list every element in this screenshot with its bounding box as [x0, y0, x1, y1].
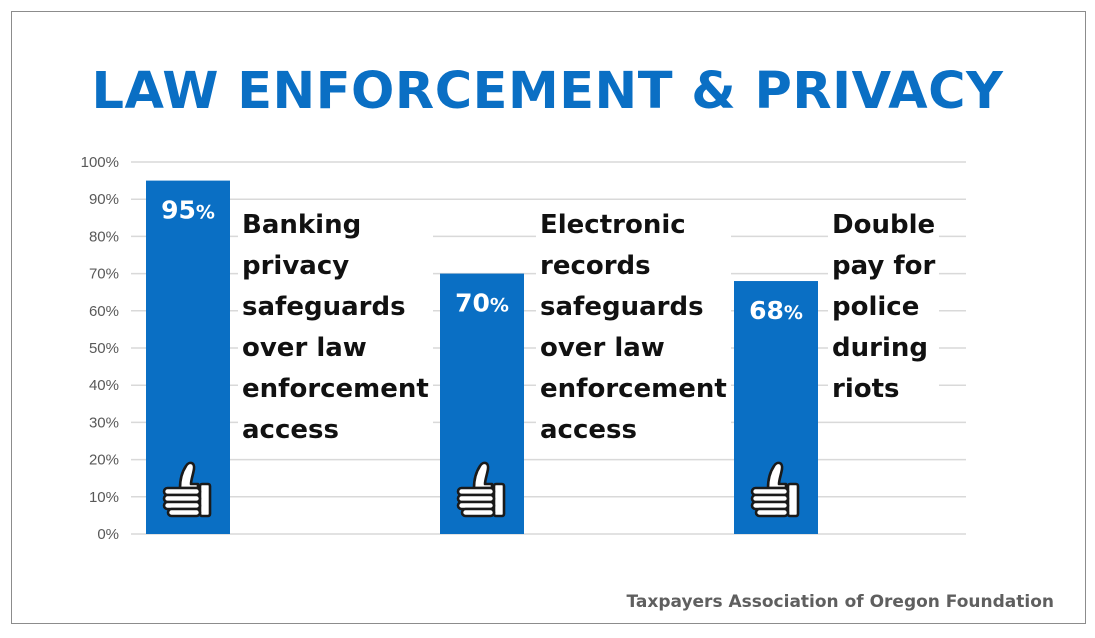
y-tick-label: 70%	[89, 266, 119, 283]
category-label-line: safeguards	[242, 292, 406, 322]
category-label-line: Banking	[242, 210, 362, 240]
category-label-line: Electronic	[540, 210, 686, 240]
y-axis-ticks: 0% 10% 20% 30% 40% 50% 60% 70% 80% 90% 100%	[81, 154, 119, 543]
thumb	[472, 461, 494, 490]
category-label-3: Double pay for police during riots	[828, 205, 940, 410]
thumb-cuff	[198, 482, 212, 518]
category-label-line: safeguards	[540, 292, 704, 322]
category-label-line: over law	[242, 333, 367, 363]
chart-title: LAW ENFORCEMENT & PRIVACY	[91, 62, 1004, 121]
category-label-line: Double	[832, 210, 936, 240]
y-tick-label: 20%	[89, 452, 119, 469]
thumb	[766, 461, 788, 490]
category-label-line: enforcement	[242, 374, 429, 404]
chart-frame	[11, 11, 1086, 624]
y-tick-label: 40%	[89, 377, 119, 394]
category-label-line: pay for	[832, 251, 936, 281]
y-tick-label: 0%	[97, 526, 119, 543]
category-label-line: privacy	[242, 251, 350, 281]
thumb-finger	[754, 507, 790, 518]
bar-group: 68%	[734, 281, 818, 534]
bar-group: 95%	[146, 180, 230, 534]
bar-value-label: 68%	[749, 296, 803, 325]
thumb-finger	[166, 507, 202, 518]
category-label-line: records	[540, 251, 651, 281]
thumb-cuff	[786, 482, 800, 518]
y-tick-label: 10%	[89, 489, 119, 506]
thumbs-up-icon	[456, 461, 506, 518]
y-tick-label: 50%	[89, 340, 119, 357]
source-footer: Taxpayers Association of Oregon Foundati…	[626, 592, 1054, 612]
thumb-cuff	[492, 482, 506, 518]
category-label-line: enforcement	[540, 374, 727, 404]
category-label-line: access	[540, 415, 637, 445]
thumb-finger	[460, 507, 496, 518]
y-tick-label: 100%	[81, 154, 119, 171]
category-label-line: riots	[832, 374, 900, 404]
category-label-line: access	[242, 415, 339, 445]
y-tick-label: 90%	[89, 191, 119, 208]
y-tick-label: 60%	[89, 303, 119, 320]
category-label-line: during	[832, 333, 928, 363]
y-tick-label: 80%	[89, 228, 119, 245]
category-label-2: Electronic records safeguards over law e…	[536, 205, 731, 451]
thumbs-up-icon	[162, 461, 212, 518]
category-label-line: police	[832, 292, 920, 322]
thumbs-up-icon	[750, 461, 800, 518]
thumb	[178, 461, 200, 490]
bars: 95% 70% 68%	[146, 180, 818, 534]
bar-group: 70%	[440, 273, 524, 534]
bar-value-label: 95%	[161, 196, 215, 225]
category-label-1: Banking privacy safeguards over law enfo…	[238, 205, 433, 451]
category-label-line: over law	[540, 333, 665, 363]
bar-value-label: 70%	[455, 289, 509, 318]
y-tick-label: 30%	[89, 414, 119, 431]
